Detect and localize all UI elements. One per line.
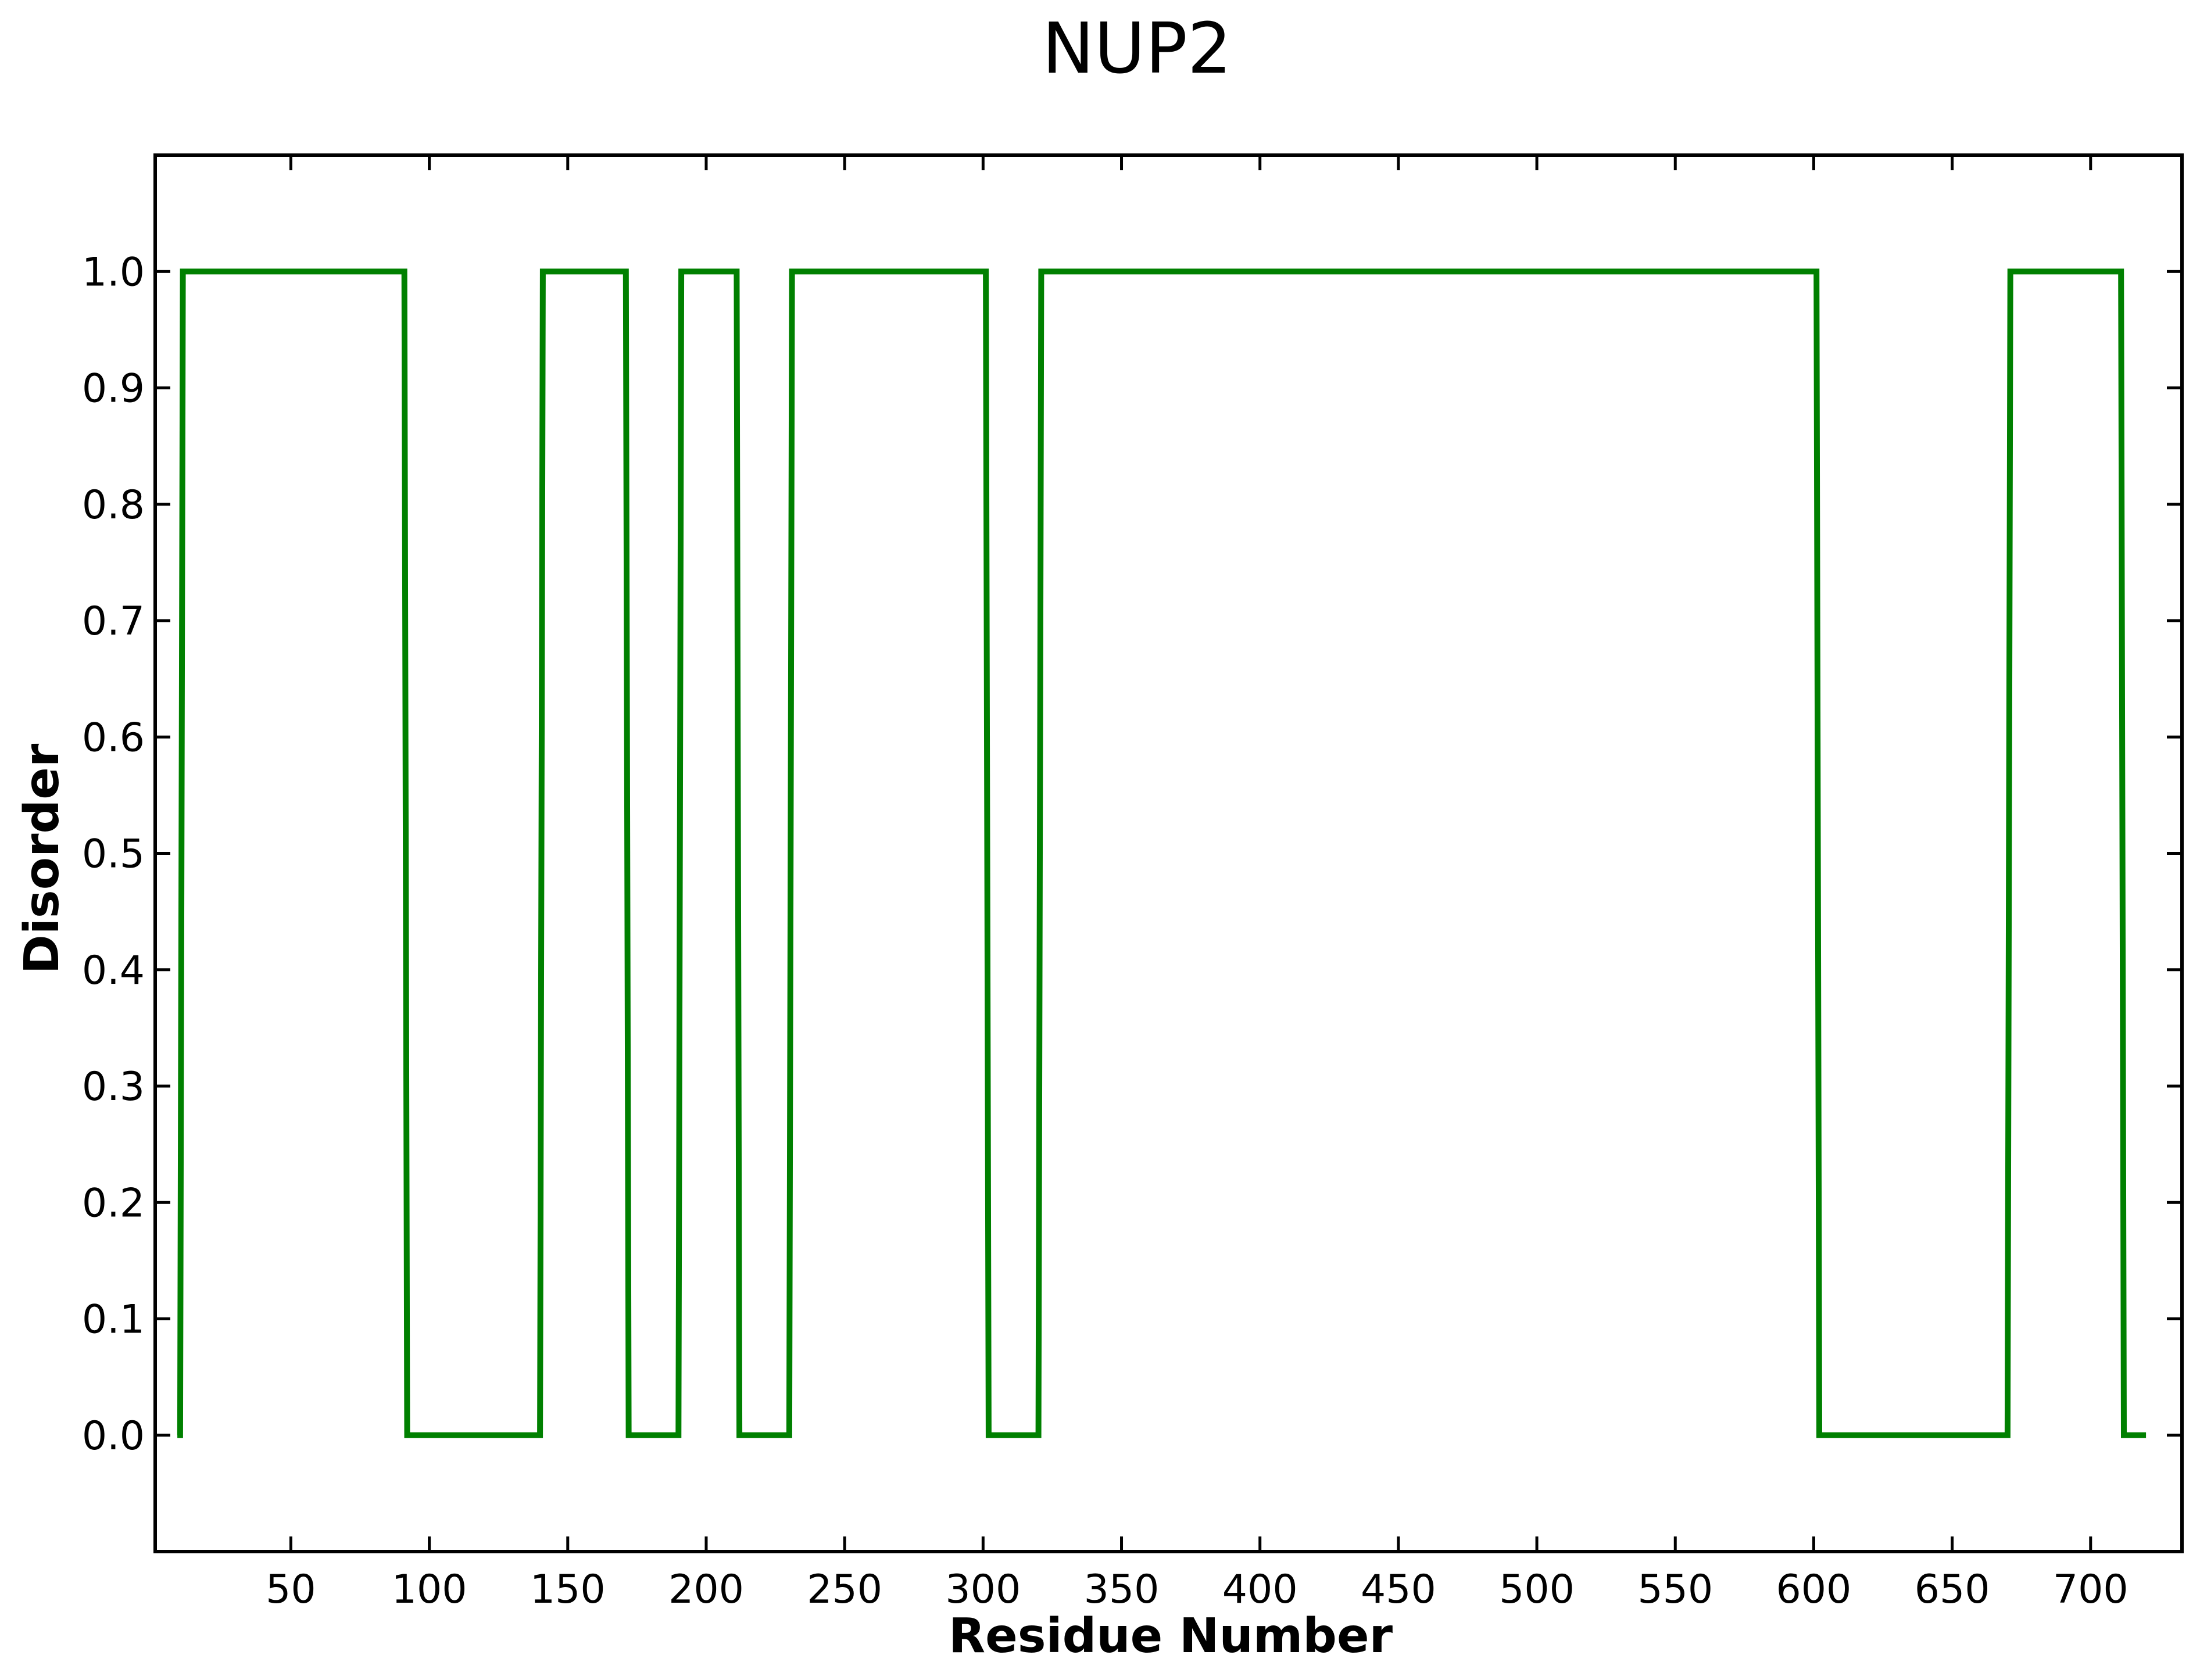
y-tick-label: 0.0 [82,1413,145,1459]
y-axis-title: Disorder [15,743,70,974]
x-tick-label: 50 [266,1567,316,1613]
y-tick-label: 0.7 [82,599,145,644]
y-tick-label: 0.8 [82,482,145,528]
y-tick-label: 0.5 [82,832,145,877]
y-tick-label: 0.3 [82,1064,145,1110]
x-tick-label: 150 [530,1567,606,1613]
x-tick-label: 400 [1222,1567,1298,1613]
y-tick-label: 0.2 [82,1180,145,1226]
x-tick-label: 650 [1915,1567,1990,1613]
x-tick-label: 450 [1361,1567,1436,1613]
x-axis-title: Residue Number [949,1609,1393,1664]
x-tick-label: 700 [2053,1567,2129,1613]
x-tick-label: 250 [807,1567,882,1613]
x-tick-label: 100 [392,1567,467,1613]
plot-area: 50 100 150 200 250 300 350 400 450 500 550 600 650 70… [82,153,2184,1613]
x-tick-label: 350 [1084,1567,1160,1613]
x-tick-label: 600 [1776,1567,1852,1613]
y-tick-label: 0.1 [82,1297,145,1343]
chart-title: NUP2 [1042,9,1232,89]
x-tick-label: 200 [668,1567,744,1613]
x-tick-label: 300 [945,1567,1021,1613]
x-tick-label: 500 [1499,1567,1575,1613]
y-tick-label: 0.4 [82,948,145,994]
series-line-0 [177,268,2147,1438]
y-tick-label: 0.9 [82,366,145,412]
x-tick-label: 550 [1637,1567,1713,1613]
plot-frame [153,153,2184,1553]
y-tick-label: 1.0 [82,249,145,295]
y-tick-label: 0.6 [82,715,145,761]
